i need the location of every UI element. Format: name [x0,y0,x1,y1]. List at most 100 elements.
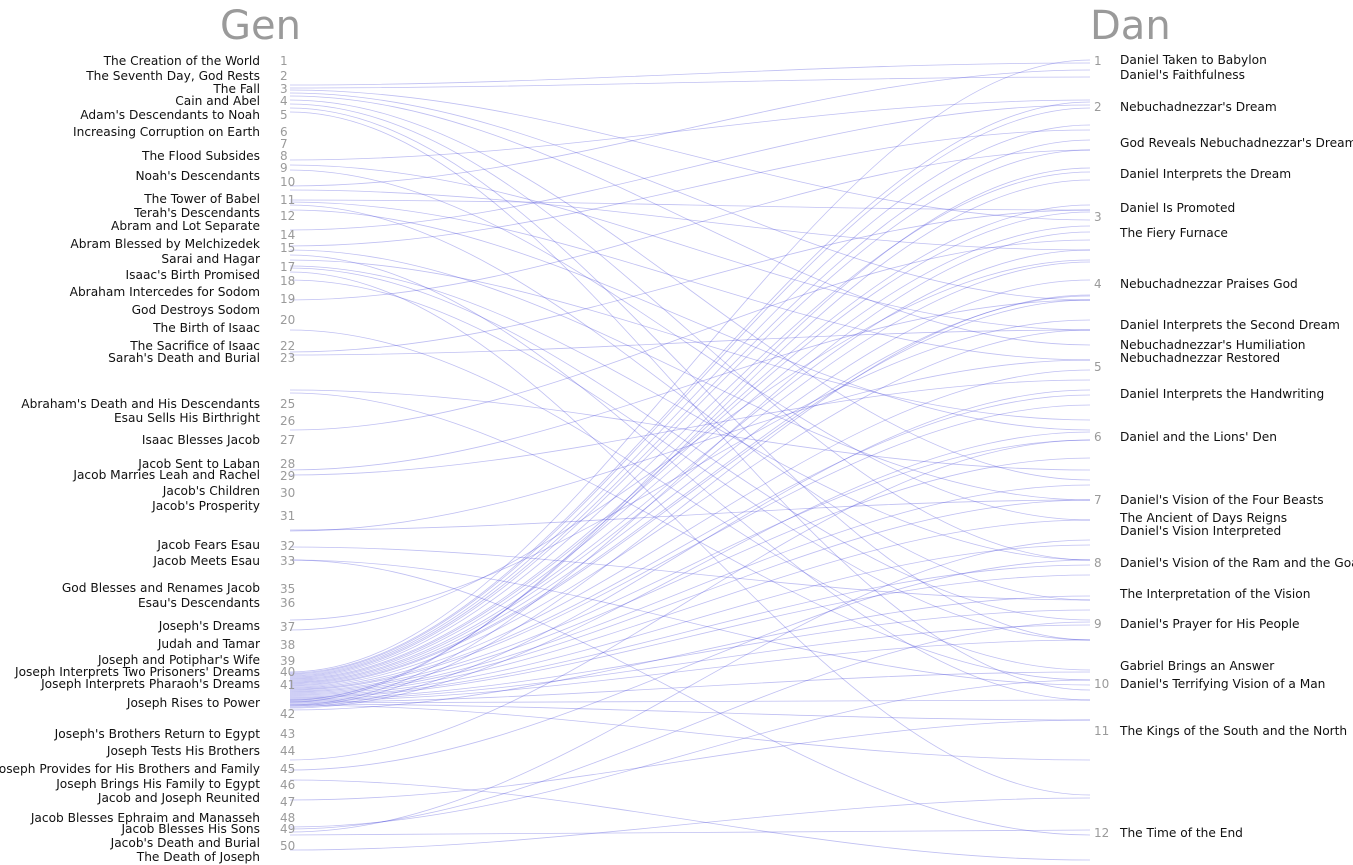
cross-reference-link [289,404,1091,691]
right-heading: Daniel Interprets the Dream [1120,167,1292,181]
left-heading: Abram and Lot Separate [111,219,260,233]
left-chapter-number: 31 [280,509,296,523]
cross-reference-link [289,103,1091,561]
left-chapter-number: 2 [280,69,288,83]
cross-reference-link [289,699,1091,704]
left-chapter-number: 37 [280,620,296,634]
left-chapter-number: 35 [280,582,296,596]
cross-reference-link [289,249,1091,501]
left-heading: Joseph Rises to Power [126,696,260,710]
left-chapter-number: 48 [280,811,296,825]
left-chapter-number: 33 [280,554,296,568]
left-heading: Jacob's Children [162,484,260,498]
cross-reference-link [289,499,1091,695]
left-chapter-number: 10 [280,175,296,189]
right-heading: Daniel's Vision of the Ram and the Goat [1120,556,1353,570]
left-heading: The Seventh Day, God Rests [86,69,260,83]
cross-reference-link [289,719,1091,801]
left-chapter-number: 19 [280,292,296,306]
left-chapter-number: 6 [280,125,288,139]
cross-reference-link [289,89,1091,221]
left-heading: Joseph Provides for His Brothers and Fam… [0,762,260,776]
left-chapter-number: 27 [280,433,296,447]
cross-reference-link [289,829,1091,836]
left-chapter-number: 32 [280,539,296,553]
left-heading: The Fall [213,82,260,96]
right-chapter-number: 3 [1094,210,1102,224]
right-chapter-number: 7 [1094,493,1102,507]
right-heading: The Kings of the South and the North [1120,724,1348,738]
left-heading: Isaac Blesses Jacob [141,433,260,447]
left-chapter-number: 49 [280,822,296,836]
left-chapter-number: 22 [280,339,296,353]
cross-reference-link [289,624,1091,701]
left-heading: Joseph Interprets Pharaoh's Dreams [41,677,260,691]
right-heading: Nebuchadnezzar's Humiliation [1120,338,1306,352]
right-heading: Daniel's Faithfulness [1120,68,1245,82]
left-heading: Joseph Brings His Family to Egypt [56,777,260,791]
left-heading: Cain and Abel [175,94,260,108]
left-chapter-number: 5 [280,108,288,122]
right-heading: Daniel's Vision Interpreted [1120,524,1282,538]
cross-reference-link [289,389,1091,471]
cross-reference-link [289,519,1091,696]
cross-reference-link [289,329,1091,356]
left-chapter-number: 50 [280,839,296,853]
cross-reference-link [289,167,1091,703]
left-heading: Noah's Descendants [135,169,260,183]
left-chapter-number: 39 [280,654,296,668]
cross-reference-link [289,499,1091,531]
cross-reference-link [289,231,1091,706]
left-heading: Sarai and Hagar [161,252,260,266]
cross-reference-link [289,359,1091,532]
right-chapter-number: 8 [1094,556,1102,570]
left-heading: Abram Blessed by Melchizedek [70,237,260,251]
cross-reference-link [289,595,1091,711]
cross-reference-link [289,95,1091,346]
cross-reference-link [289,564,1091,698]
cross-reference-link [289,639,1091,702]
cross-reference-link [289,254,1091,701]
cross-reference-link [289,259,1091,631]
right-heading: Daniel's Terrifying Vision of a Man [1120,677,1326,691]
left-heading: Jacob Marries Leah and Rachel [73,468,260,482]
cross-reference-link [289,261,1091,684]
left-heading: Abraham's Death and His Descendants [21,397,260,411]
left-heading: Jacob's Death and Burial [110,836,260,850]
left-heading: The Birth of Isaac [153,321,260,335]
right-chapter-number: 6 [1094,430,1102,444]
right-chapter-number: 2 [1094,100,1102,114]
cross-reference-link [289,671,1091,703]
cross-reference-link [289,225,1091,682]
left-chapter-number: 17 [280,260,296,274]
cross-reference-link [289,69,1091,187]
cross-reference-link [289,299,1091,471]
cross-reference-link [289,209,1091,353]
left-chapter-number: 3 [280,82,288,96]
cross-reference-link [289,439,1091,692]
left-chapter-number: 25 [280,397,296,411]
left-heading: Isaac's Birth Promised [125,268,260,282]
cross-reference-link [289,199,1091,211]
cross-reference-link [289,379,1091,476]
cross-reference-link [289,703,1091,721]
right-heading: Gabriel Brings an Answer [1120,659,1275,673]
right-chapter-number: 12 [1094,826,1110,840]
cross-reference-link [289,299,1091,687]
left-chapter-number: 40 [280,665,296,679]
cross-reference-link [289,99,1091,161]
left-heading: Abraham Intercedes for Sodom [69,285,260,299]
right-heading: Daniel Interprets the Handwriting [1120,387,1325,401]
right-chapter-number: 9 [1094,617,1102,631]
left-chapter-number: 11 [280,193,296,207]
left-heading: God Destroys Sodom [131,303,260,317]
left-heading: Jacob and Joseph Reunited [97,791,260,805]
right-heading: Daniel Interprets the Second Dream [1120,318,1340,332]
cross-reference-link [289,249,1091,683]
cross-reference-link [289,279,1091,685]
left-chapter-number: 18 [280,274,296,288]
left-chapter-number: 9 [280,161,288,175]
cross-reference-link [289,271,1091,796]
